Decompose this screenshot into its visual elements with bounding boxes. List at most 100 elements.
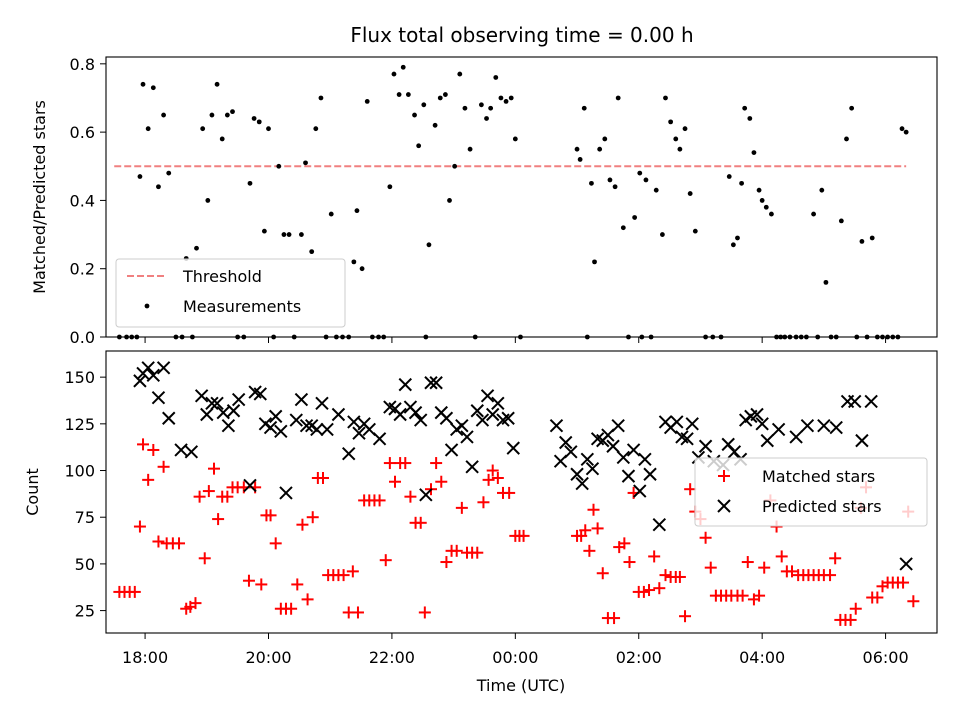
measurement-point: [387, 184, 393, 190]
matched-star-point: [189, 597, 202, 610]
matched-star-point: [404, 490, 417, 503]
measurement-point: [823, 279, 829, 285]
matched-star-point: [824, 569, 837, 582]
x-tick-label: 22:00: [369, 648, 415, 667]
measurement-point: [359, 266, 365, 272]
measurement-point: [205, 198, 211, 203]
measurement-point: [309, 249, 315, 255]
predicted-star-point: [424, 376, 438, 390]
measurement-point: [478, 102, 484, 108]
matched-star-point: [264, 509, 277, 522]
measurement-point: [620, 225, 626, 231]
matched-star-point: [440, 556, 453, 569]
x-tick-label: 02:00: [616, 648, 662, 667]
measurement-point: [769, 211, 774, 217]
predicted-legend-swatch: [717, 499, 731, 513]
matched-legend-swatch: [718, 470, 730, 482]
matched-star-point: [591, 522, 604, 535]
matched-star-point: [137, 438, 150, 451]
measurement-point: [677, 146, 683, 152]
top-y-tick-label: 0.6: [70, 123, 95, 142]
matched-star-point: [653, 582, 666, 595]
matched-star-point: [753, 589, 766, 602]
measurement-point: [612, 184, 618, 190]
bottom-axes-frame: [105, 350, 938, 634]
matched-star-point: [418, 606, 431, 619]
measurement-point: [632, 215, 638, 220]
predicted-legend-label: Predicted stars: [762, 497, 882, 516]
matched-star-point: [829, 552, 842, 565]
predicted-star-point: [580, 452, 595, 467]
predicted-star-point: [174, 443, 188, 457]
bottom-legend-box: [694, 457, 928, 527]
matched-star-point: [699, 531, 712, 544]
matched-star-point: [346, 565, 359, 578]
top-legend-box: [115, 258, 346, 328]
measurement-point: [589, 180, 594, 186]
top-ticks: 0.0 0.2 0.4 0.6 0.8: [70, 55, 887, 347]
measurement-point: [574, 146, 580, 152]
measurement-point: [137, 174, 143, 179]
matched-star-point: [673, 570, 686, 583]
measurement-point: [592, 259, 597, 265]
predicted-star-point: [501, 411, 515, 425]
measurement-point: [597, 146, 603, 152]
measurement-point: [416, 143, 422, 149]
measurement-point: [328, 211, 334, 217]
predicted-star-point: [216, 405, 230, 420]
predicted-star-point: [585, 461, 600, 476]
measurement-point: [276, 163, 282, 169]
matched-star-point: [388, 475, 401, 488]
matched-star-point: [618, 537, 631, 550]
matched-star-point: [684, 483, 697, 496]
measurement-point: [508, 95, 514, 101]
bottom-legend: Matched stars Predicted stars: [694, 457, 928, 527]
matched-star-point: [583, 544, 596, 557]
top-y-tick-label: 0.2: [70, 260, 95, 279]
matched-star-point: [623, 556, 636, 569]
predicted-star-point: [470, 404, 484, 418]
matched-star-point: [871, 591, 884, 604]
matched-star-point: [221, 490, 234, 503]
bottom-panel: 25 50 75 100 125 150 18:00 20:00 22:00 00:00 02:00…: [23, 350, 938, 695]
matched-star-point: [207, 462, 220, 475]
measurement-point: [742, 105, 748, 111]
matched-star-point: [269, 537, 282, 550]
matched-star-point: [430, 457, 443, 470]
predicted-star-point: [439, 411, 454, 425]
measurement-point: [281, 232, 287, 237]
predicted-star-point: [570, 467, 584, 481]
matched-star-point: [198, 552, 211, 565]
measurement-point: [747, 116, 753, 121]
predicted-star-point: [864, 394, 878, 409]
matched-star-point: [503, 486, 516, 499]
measurement-point: [194, 245, 199, 251]
matched-star-point: [306, 511, 319, 524]
measurement-point: [751, 150, 757, 156]
predicted-star-point: [685, 417, 699, 431]
top-y-axis-label: Matched/Predicted stars: [30, 100, 49, 294]
measurement-point: [663, 95, 668, 101]
measurement-point: [759, 198, 765, 203]
measurement-point: [607, 177, 613, 183]
matched-star-point: [471, 546, 484, 559]
predicted-star-point: [398, 377, 412, 392]
matched-star-point: [351, 606, 364, 619]
measurement-point: [581, 105, 587, 111]
matched-star-point: [758, 561, 771, 574]
predicted-star-point: [444, 443, 459, 457]
measurement-point: [682, 126, 688, 132]
matched-star-point: [152, 535, 165, 548]
predicted-star-point: [289, 413, 303, 427]
x-tick-label: 04:00: [739, 648, 785, 667]
predicted-star-point: [485, 407, 500, 422]
predicted-star-point: [800, 418, 815, 433]
matched-star-point: [301, 593, 314, 606]
matched-star-point: [147, 443, 160, 456]
measurement-point: [432, 122, 438, 128]
measurement-point: [730, 242, 736, 248]
matched-star-point: [285, 602, 298, 615]
matched-star-point: [482, 473, 495, 486]
measurement-point: [726, 174, 732, 179]
x-tick-label: 18:00: [122, 648, 168, 667]
